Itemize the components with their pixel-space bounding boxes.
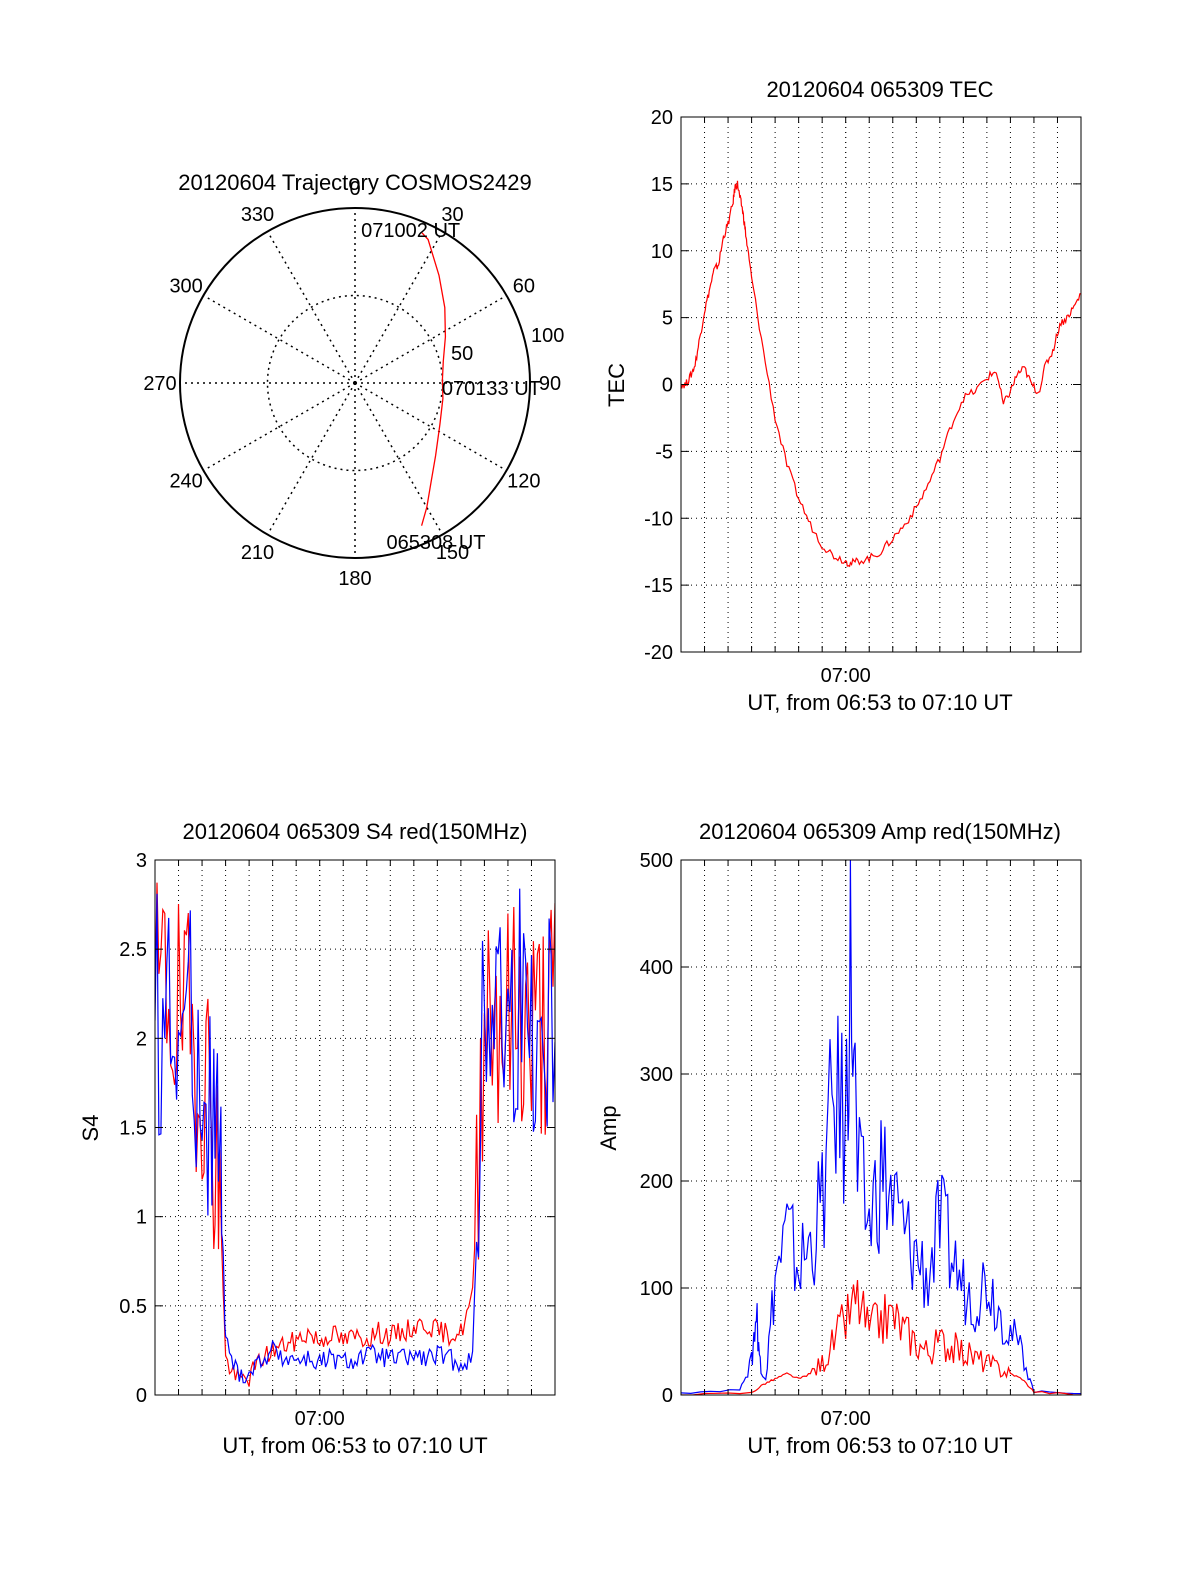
s4-y-tick-label: 2 [136,1028,147,1050]
polar-spoke [203,382,356,472]
trajectory-time-label: 071002 UT [361,220,460,242]
tec-series-line [681,180,1081,568]
amp-panel: 20120604 065309 Amp red(150MHz) 0 100 200 3… [596,819,1082,1458]
s4-ylabel: S4 [78,1115,103,1142]
amp-ylabel: Amp [596,1105,621,1150]
s4-x-tick-label: 07:00 [295,1408,345,1430]
s4-series-line [155,888,555,1384]
tec-y-tick-label: 0 [662,375,673,397]
polar-spoke [203,294,356,384]
tec-series [681,180,1081,568]
polar-trajectory [420,232,447,526]
s4-series [155,882,555,1387]
tec-y-tick-label: 10 [651,241,673,263]
polar-spoke [354,231,444,384]
polar-spoke [354,382,507,472]
trajectory-time-label: 070133 UT [442,378,541,400]
tec-y-tick-label: 5 [662,308,673,330]
polar-annotations: 065308 UT 070133 UT 071002 UT [361,220,541,554]
polar-spoke [354,382,444,535]
amp-y-tick-label: 200 [640,1171,673,1193]
tec-y-tick-label: 20 [651,107,673,129]
polar-title: 20120604 Trajectory COSMOS2429 [178,170,531,195]
tec-y-tick-label: -20 [644,642,673,664]
polar-angle-tick-label: 330 [241,204,274,226]
polar-angle-tick-label: 120 [507,471,540,493]
s4-y-tick-label: 3 [136,850,147,872]
trajectory-line [420,232,447,526]
trajectory-time-label: 065308 UT [387,532,486,554]
tec-y-tick-label: 15 [651,174,673,196]
tec-x-ticks: 07:00 [704,117,1058,687]
amp-y-tick-label: 400 [640,957,673,979]
polar-spoke [266,231,356,384]
amp-series [681,860,1081,1395]
tec-ylabel: TEC [604,363,629,407]
s4-xlabel: UT, from 06:53 to 07:10 UT [222,1433,487,1458]
amp-y-tick-label: 100 [640,1278,673,1300]
s4-y-tick-label: 1.5 [119,1118,147,1140]
tec-y-tick-label: -15 [644,575,673,597]
amp-series-line [681,1279,1081,1395]
s4-x-ticks: 07:00 [178,860,532,1430]
amp-x-ticks: 07:00 [704,860,1058,1430]
amp-title: 20120604 065309 Amp red(150MHz) [699,819,1061,844]
amp-y-tick-label: 0 [662,1385,673,1407]
polar-angle-tick-label: 210 [241,542,274,564]
polar-spoke [266,382,356,535]
amp-y-tick-label: 300 [640,1064,673,1086]
s4-y-tick-label: 0.5 [119,1296,147,1318]
s4-y-ticks: 0 0.5 1 1.5 2 2.5 3 [119,850,555,1407]
polar-angle-tick-label: 270 [143,373,176,395]
tec-xlabel: UT, from 06:53 to 07:10 UT [747,690,1012,715]
tec-y-tick-label: -10 [644,508,673,530]
s4-panel: 20120604 065309 S4 red(150MHz) 0 0.5 1 1.5 2… [78,819,556,1458]
tec-x-tick-label: 07:00 [821,665,871,687]
polar-radius-ticks: 50 100 [451,325,564,365]
amp-x-tick-label: 07:00 [821,1408,871,1430]
polar-angle-tick-label: 90 [539,373,561,395]
polar-spoke [354,294,507,384]
s4-y-tick-label: 2.5 [119,939,147,961]
polar-angle-tick-label: 30 [441,204,463,226]
tec-y-ticks: -20 -15 -10 -5 0 5 10 15 20 [644,107,1081,664]
amp-y-tick-label: 500 [640,850,673,872]
polar-angle-tick-label: 60 [513,276,535,298]
polar-angle-tick-label: 300 [169,276,202,298]
amp-series-line [681,860,1081,1395]
polar-radius-tick-label: 50 [451,343,473,365]
amp-plot-frame [680,859,1082,1396]
polar-angle-ticks: 0 30 60 90 120 150 180 210 240 270 300 330 [143,178,561,590]
tec-panel: 20120604 065309 TEC -20-15-10-505101520 … [604,77,1082,715]
s4-y-tick-label: 1 [136,1207,147,1229]
amp-xlabel: UT, from 06:53 to 07:10 UT [747,1433,1012,1458]
s4-grid [155,860,555,1395]
polar-radius-tick-label: 100 [531,325,564,347]
tec-title: 20120604 065309 TEC [766,77,993,102]
polar-angle-tick-label: 0 [349,178,360,200]
polar-angle-tick-label: 180 [338,568,371,590]
amp-grid [681,860,1081,1395]
tec-y-tick-label: -5 [655,441,673,463]
polar-angle-tick-label: 150 [436,542,469,564]
amp-y-ticks: 0 100 200 300 400 500 [640,850,1081,1407]
polar-panel: 20120604 Trajectory COSMOS2429 0 30 60 90 12… [143,170,564,590]
polar-angle-tick-label: 240 [169,471,202,493]
s4-y-tick-label: 0 [136,1385,147,1407]
s4-title: 20120604 065309 S4 red(150MHz) [183,819,528,844]
